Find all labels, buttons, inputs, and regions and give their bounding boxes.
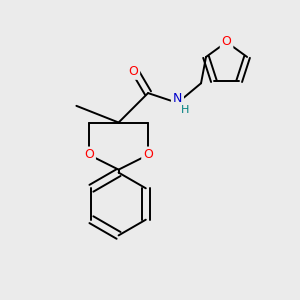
Text: O: O — [128, 65, 138, 78]
Text: N: N — [173, 92, 182, 106]
Text: O: O — [222, 34, 232, 48]
Text: H: H — [181, 105, 190, 115]
Text: O: O — [143, 148, 153, 161]
Text: O: O — [84, 148, 94, 161]
